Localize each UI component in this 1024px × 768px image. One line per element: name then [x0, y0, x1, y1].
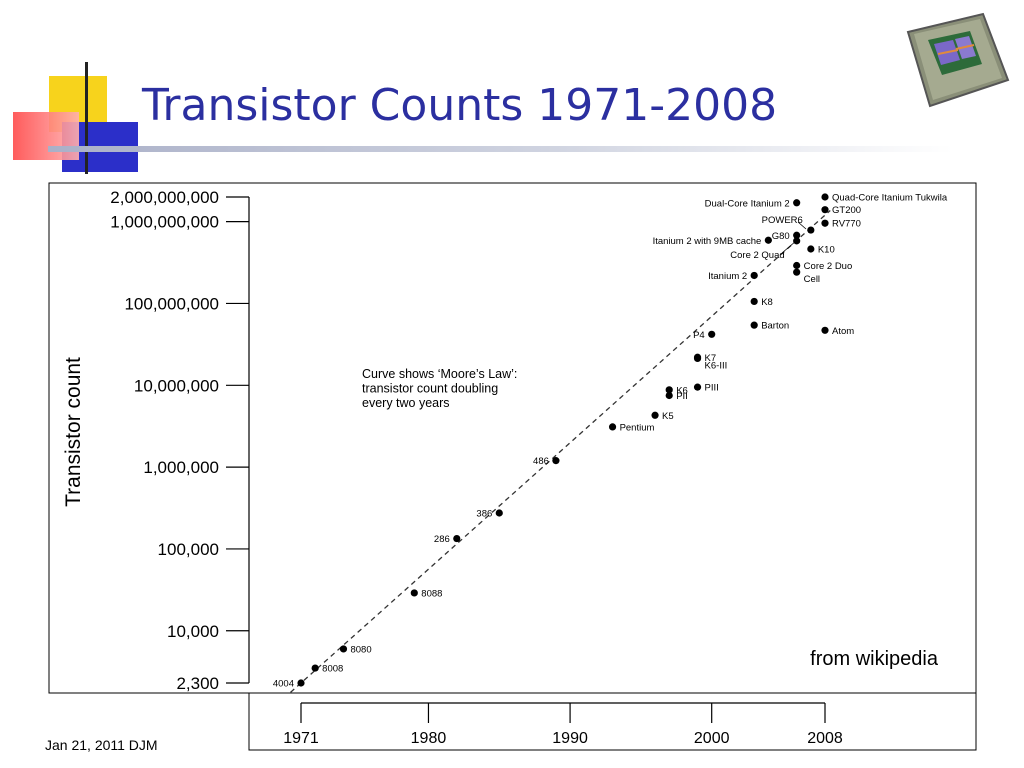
data-point — [495, 509, 503, 517]
x-tick-label: 2008 — [807, 730, 843, 747]
data-point — [453, 534, 461, 543]
data-point-label: 4004 — [273, 679, 294, 690]
data-point-label: POWER6 — [762, 215, 803, 226]
data-point-label: 8080 — [350, 644, 371, 655]
y-tick-label: 2,300 — [176, 674, 219, 693]
data-point-label: 8088 — [421, 588, 442, 599]
data-point — [807, 226, 815, 234]
data-point — [651, 411, 659, 419]
core2quad-leader-line — [781, 240, 797, 254]
data-point-label: 286 — [434, 534, 450, 545]
processor-chip-image — [906, 12, 1010, 108]
x-tick-label: 1980 — [411, 730, 447, 747]
y-tick-label: 1,000,000 — [143, 458, 219, 477]
data-point-label: Itanium 2 with 9MB cache — [653, 236, 762, 247]
data-point — [821, 326, 829, 334]
data-point-label: Itanium 2 — [708, 271, 747, 282]
data-point — [693, 354, 702, 363]
data-point — [821, 219, 829, 227]
data-point-label: K10 — [818, 244, 835, 255]
x-tick-label: 2000 — [694, 730, 730, 747]
data-point — [793, 237, 801, 245]
data-point-label: 486 — [533, 456, 549, 467]
data-point-label: K5 — [662, 411, 674, 422]
y-axis-ticks: 2,300 10,000 100,000 1,000,000 10,000,000 100… — [110, 188, 249, 693]
data-point-label: Barton — [761, 321, 789, 332]
y-tick-label: 1,000,000,000 — [110, 213, 219, 232]
data-point-label: Cell — [804, 274, 820, 285]
title-underline — [48, 146, 953, 152]
data-point — [793, 231, 801, 239]
data-point — [807, 245, 815, 253]
slide-footer: Jan 21, 2011 DJM — [45, 737, 158, 753]
data-point — [764, 236, 772, 244]
data-point-label: Dual-Core Itanium 2 — [705, 198, 790, 209]
slide-logo-red-square — [13, 112, 79, 160]
source-note: from wikipedia — [810, 648, 939, 670]
data-point — [708, 330, 716, 338]
data-point-label: P4 — [693, 330, 705, 341]
data-point-label: K6-III — [705, 360, 728, 371]
data-point — [410, 589, 418, 597]
data-point-label: K6 — [676, 385, 688, 396]
y-tick-label: 100,000 — [158, 540, 219, 559]
x-axis-ticks: 1971 1980 1990 2000 2008 — [283, 703, 843, 747]
data-point — [793, 199, 801, 207]
y-tick-label: 10,000,000 — [134, 376, 219, 395]
data-point — [552, 457, 560, 465]
data-point — [339, 645, 348, 653]
moores-law-trend-line — [290, 209, 831, 693]
y-tick-label: 100,000,000 — [124, 294, 219, 313]
data-point-label: 386 — [476, 508, 492, 519]
data-point — [793, 268, 801, 276]
y-tick-label: 10,000 — [167, 622, 219, 641]
data-point-label: PII — [676, 391, 688, 402]
slide-logo-vertical-line — [85, 62, 88, 174]
x-tick-label: 1990 — [552, 730, 588, 747]
data-point-label: 8008 — [322, 664, 343, 675]
data-point-label: GT200 — [832, 205, 861, 216]
data-point-label: Atom — [832, 326, 854, 337]
annotation-line: transistor count doubling — [362, 382, 498, 396]
x-tick-label: 1971 — [283, 730, 319, 747]
data-point — [665, 386, 673, 394]
moores-law-annotation: Curve shows ‘Moore’s Law’:transistor cou… — [362, 367, 517, 410]
data-point-label: K8 — [761, 297, 773, 308]
annotation-line: Curve shows ‘Moore’s Law’: — [362, 367, 517, 381]
data-point — [311, 664, 319, 672]
data-point — [693, 383, 702, 391]
data-point-label: Quad-Core Itanium Tukwila — [832, 193, 948, 204]
annotation-line: every two years — [362, 396, 450, 410]
slide-title: Transistor Counts 1971-2008 — [142, 80, 778, 131]
data-point-label: Core 2 Duo — [804, 261, 853, 272]
y-tick-label: 2,000,000,000 — [110, 188, 219, 207]
data-point — [793, 261, 801, 270]
data-point — [821, 206, 829, 214]
data-point — [750, 297, 758, 306]
data-point-label: Core 2 Quad — [730, 250, 784, 261]
data-point-label: G80 — [772, 231, 790, 242]
data-point — [750, 271, 758, 280]
data-point — [608, 423, 617, 431]
data-point — [297, 679, 305, 687]
data-point-label: K7 — [705, 353, 717, 364]
data-point — [665, 391, 673, 400]
data-point-label: RV770 — [832, 219, 861, 230]
plot-frame — [48, 182, 977, 694]
x-axis-frame — [248, 692, 977, 751]
data-point — [821, 193, 829, 201]
y-axis-label: Transistor count — [62, 357, 85, 507]
data-point — [750, 321, 758, 329]
data-point-label: Pentium — [620, 422, 655, 433]
data-point-label: PIII — [705, 383, 719, 394]
power6-leader-line — [797, 221, 807, 230]
